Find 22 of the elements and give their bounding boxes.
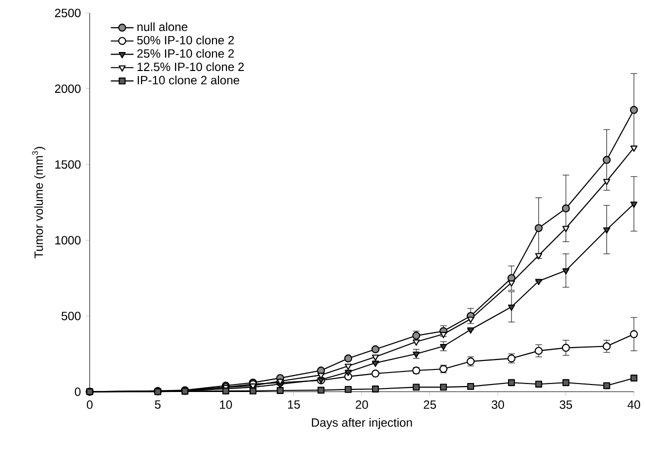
x-tick-label: 15 [288, 400, 300, 409]
y-tick-label: 1500 [55, 160, 81, 169]
x-tick-label: 40 [628, 400, 640, 410]
x-tick-label: 10 [220, 400, 232, 410]
x-tick-label: 35 [560, 400, 572, 410]
x-axis-title: Days after injection [312, 418, 412, 430]
x-tick-label: 0 [86, 400, 93, 410]
y-tick-label: 2000 [55, 84, 81, 94]
y-tick-label: 2500 [55, 8, 81, 18]
y-tick-label: 500 [62, 312, 81, 320]
legend-label: 12.5% IP-10 clone 2 [138, 62, 244, 72]
y-tick-label: 1000 [55, 236, 81, 245]
x-tick-label: 30 [492, 400, 504, 410]
x-tick-label: 25 [424, 400, 436, 410]
legend-label: 25% IP-10 clone 2 [137, 49, 234, 58]
x-tick-label: 5 [154, 400, 161, 409]
legend-label: 50% IP-10 clone 2 [137, 36, 234, 45]
legend-label: null alone [137, 22, 188, 32]
y-tick-label: 0 [74, 388, 81, 396]
legend-label: IP-10 clone 2 alone [138, 76, 240, 85]
y-axis-title: Tumor volume (mm$^{3}$) [32, 147, 46, 258]
x-tick-label: 20 [356, 400, 368, 410]
